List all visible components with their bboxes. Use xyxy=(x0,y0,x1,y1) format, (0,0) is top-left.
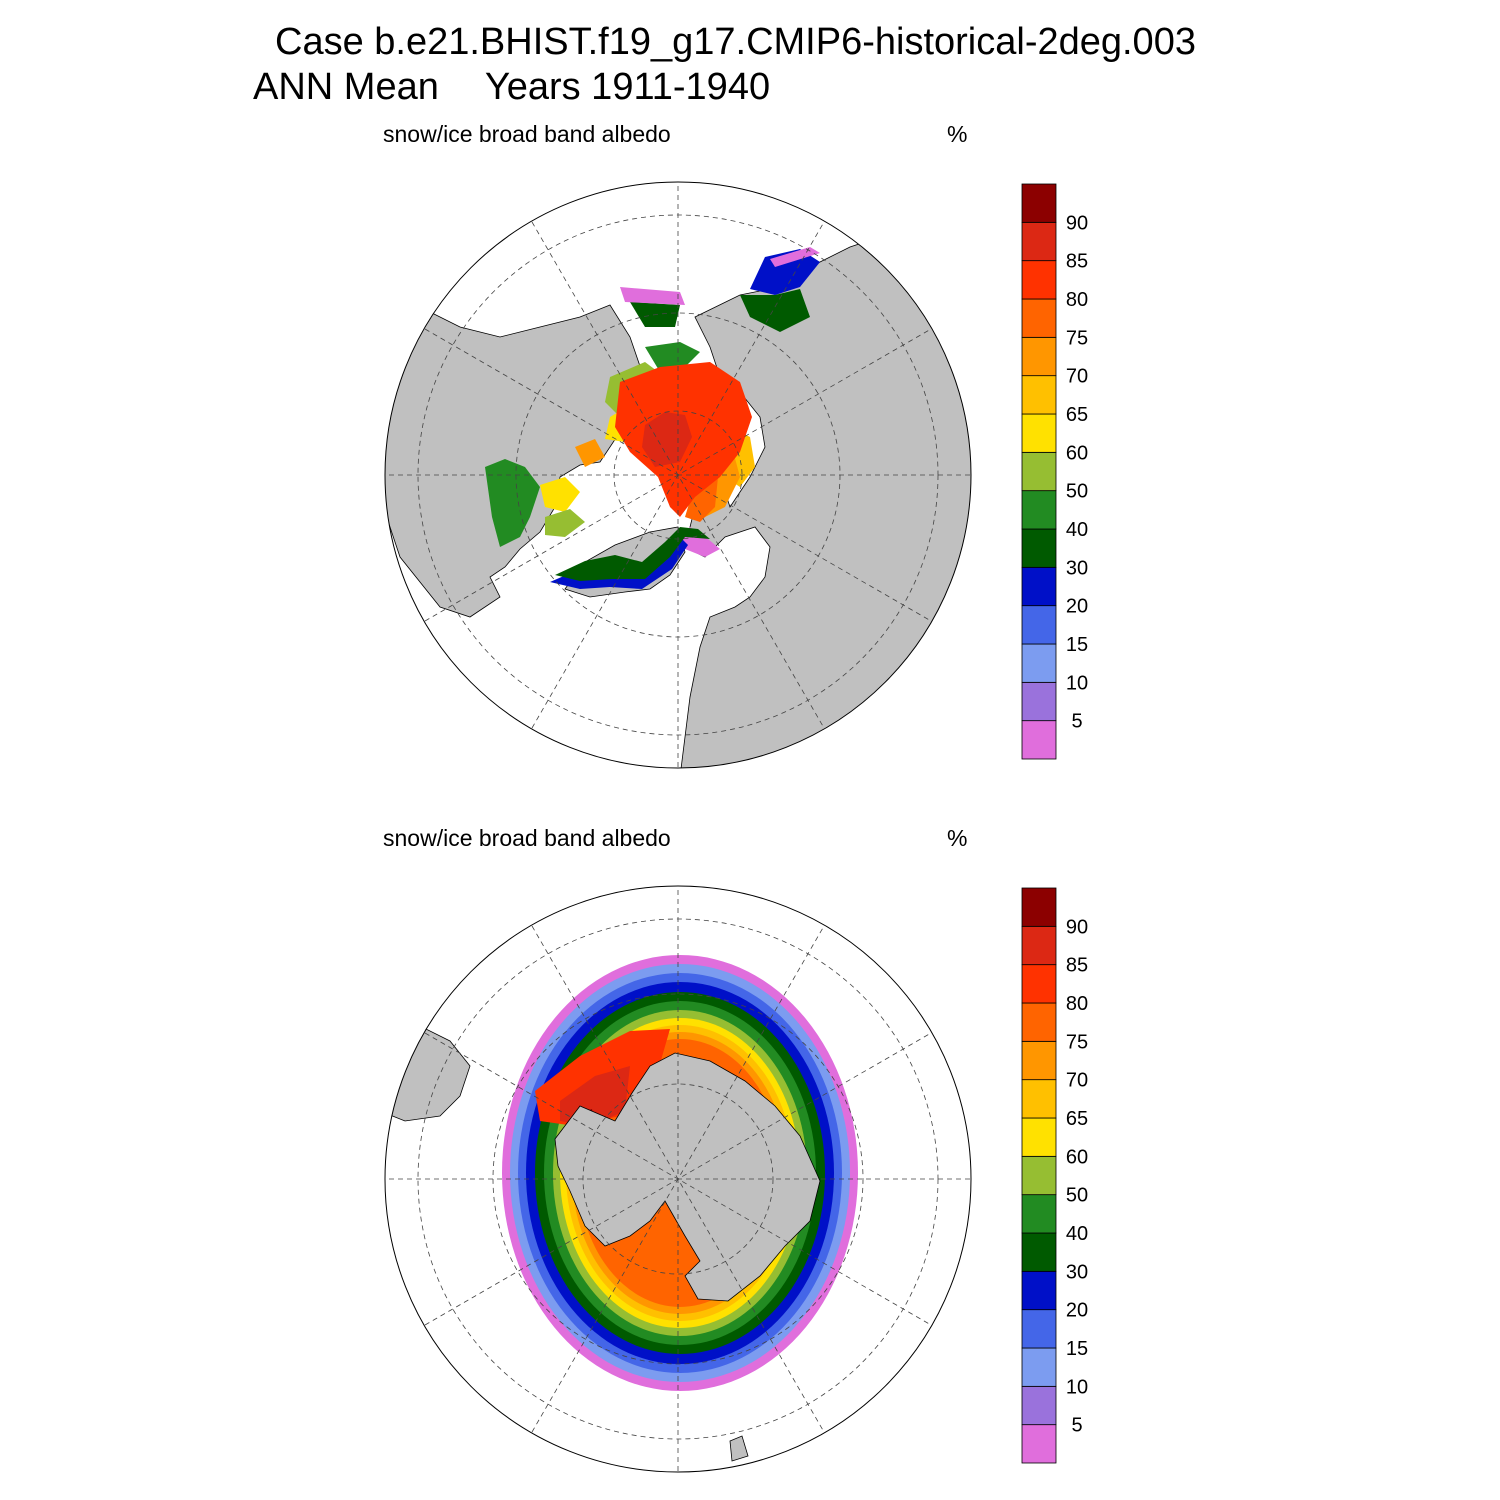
north-colorbar-swatch xyxy=(1021,490,1057,530)
south-colorbar-swatch xyxy=(1021,887,1057,927)
north-map-border xyxy=(384,181,972,769)
south-colorbar-label: 75 xyxy=(1066,1031,1088,1053)
south-colorbar-swatch xyxy=(1021,1002,1057,1042)
north-polar-map xyxy=(384,181,972,769)
south-polar-map xyxy=(384,885,972,1473)
south-colorbar-swatch xyxy=(1021,1270,1057,1311)
years-label: Years 1911-1940 xyxy=(484,66,771,108)
period-title: ANN Mean Years 1911-1940 xyxy=(253,65,770,109)
south-colorbar-label: 70 xyxy=(1066,1070,1088,1092)
south-panel-title: snow/ice broad band albedo xyxy=(383,825,671,851)
north-colorbar-label: 20 xyxy=(1066,596,1088,618)
south-colorbar-swatch xyxy=(1021,1232,1057,1272)
north-colorbar-label: 90 xyxy=(1066,212,1088,234)
north-colorbar-label: 70 xyxy=(1066,366,1088,388)
north-colorbar-label: 75 xyxy=(1066,327,1088,349)
period-label: ANN Mean xyxy=(253,66,439,108)
north-colorbar-swatch xyxy=(1021,298,1057,338)
south-colorbar-swatch xyxy=(1021,1309,1057,1349)
north-sea-ice-field xyxy=(485,247,820,589)
north-land-north-america xyxy=(385,304,643,618)
north-colorbar-label: 40 xyxy=(1066,519,1088,541)
south-colorbar-swatch xyxy=(1021,1347,1057,1387)
south-colorbar-swatch xyxy=(1021,1424,1057,1464)
south-colorbar-label: 80 xyxy=(1066,993,1088,1015)
north-colorbar-swatch xyxy=(1021,375,1057,415)
south-panel-units: % xyxy=(947,825,968,851)
north-colorbar-swatch xyxy=(1021,528,1057,568)
north-colorbar-label: 10 xyxy=(1066,672,1088,694)
north-panel-units: % xyxy=(947,121,968,147)
south-colorbar-swatch xyxy=(1021,1079,1057,1119)
south-colorbar-label: 20 xyxy=(1066,1300,1088,1322)
north-colorbar-label: 50 xyxy=(1066,481,1088,503)
south-colorbar-label: 5 xyxy=(1071,1415,1082,1437)
case-title: Case b.e21.BHIST.f19_g17.CMIP6-historica… xyxy=(275,21,1196,63)
south-colorbar-label: 40 xyxy=(1066,1223,1088,1245)
south-colorbar-label: 15 xyxy=(1066,1338,1088,1360)
north-colorbar: 5 10 15 20 30 40 50 60 65 70 75 80 85 90 xyxy=(1021,183,1088,760)
south-colorbar-swatch xyxy=(1021,925,1057,966)
north-colorbar-label: 85 xyxy=(1066,251,1088,273)
south-colorbar-label: 85 xyxy=(1066,955,1088,977)
north-colorbar-swatch xyxy=(1021,566,1057,607)
south-colorbar-label: 10 xyxy=(1066,1376,1088,1398)
north-colorbar-label: 15 xyxy=(1066,634,1088,656)
south-land-islands xyxy=(729,1435,749,1462)
north-panel-title: snow/ice broad band albedo xyxy=(383,121,671,147)
south-colorbar-swatch xyxy=(1021,964,1057,1004)
south-colorbar-label: 50 xyxy=(1066,1185,1088,1207)
north-colorbar-label: 30 xyxy=(1066,557,1088,579)
north-colorbar-label: 80 xyxy=(1066,289,1088,311)
north-colorbar-swatch xyxy=(1021,681,1057,722)
south-land-antarctica xyxy=(554,1052,821,1302)
north-colorbar-swatch xyxy=(1021,451,1057,492)
south-graticule xyxy=(385,886,971,1472)
south-colorbar-label: 60 xyxy=(1066,1146,1088,1168)
south-colorbar-swatch xyxy=(1021,1040,1057,1081)
north-colorbar-swatch xyxy=(1021,336,1057,377)
south-colorbar-swatch xyxy=(1021,1117,1057,1157)
north-colorbar-label: 5 xyxy=(1071,711,1082,733)
north-graticule xyxy=(385,182,971,768)
north-colorbar-swatch xyxy=(1021,720,1057,760)
south-colorbar-label: 90 xyxy=(1066,916,1088,938)
south-colorbar-swatch xyxy=(1021,1385,1057,1426)
north-colorbar-swatch xyxy=(1021,221,1057,262)
north-colorbar-swatch xyxy=(1021,260,1057,300)
south-colorbar-label: 65 xyxy=(1066,1108,1088,1130)
south-colorbar-label: 30 xyxy=(1066,1261,1088,1283)
north-colorbar-swatch xyxy=(1021,605,1057,645)
north-colorbar-swatch xyxy=(1021,183,1057,223)
south-map-border xyxy=(384,885,972,1473)
north-colorbar-swatch xyxy=(1021,643,1057,683)
north-colorbar-label: 65 xyxy=(1066,404,1088,426)
south-colorbar-swatch xyxy=(1021,1155,1057,1196)
north-colorbar-swatch xyxy=(1021,413,1057,453)
south-colorbar: 5 10 15 20 30 40 50 60 65 70 75 80 85 90 xyxy=(1021,887,1088,1464)
south-colorbar-swatch xyxy=(1021,1194,1057,1234)
north-colorbar-label: 60 xyxy=(1066,442,1088,464)
